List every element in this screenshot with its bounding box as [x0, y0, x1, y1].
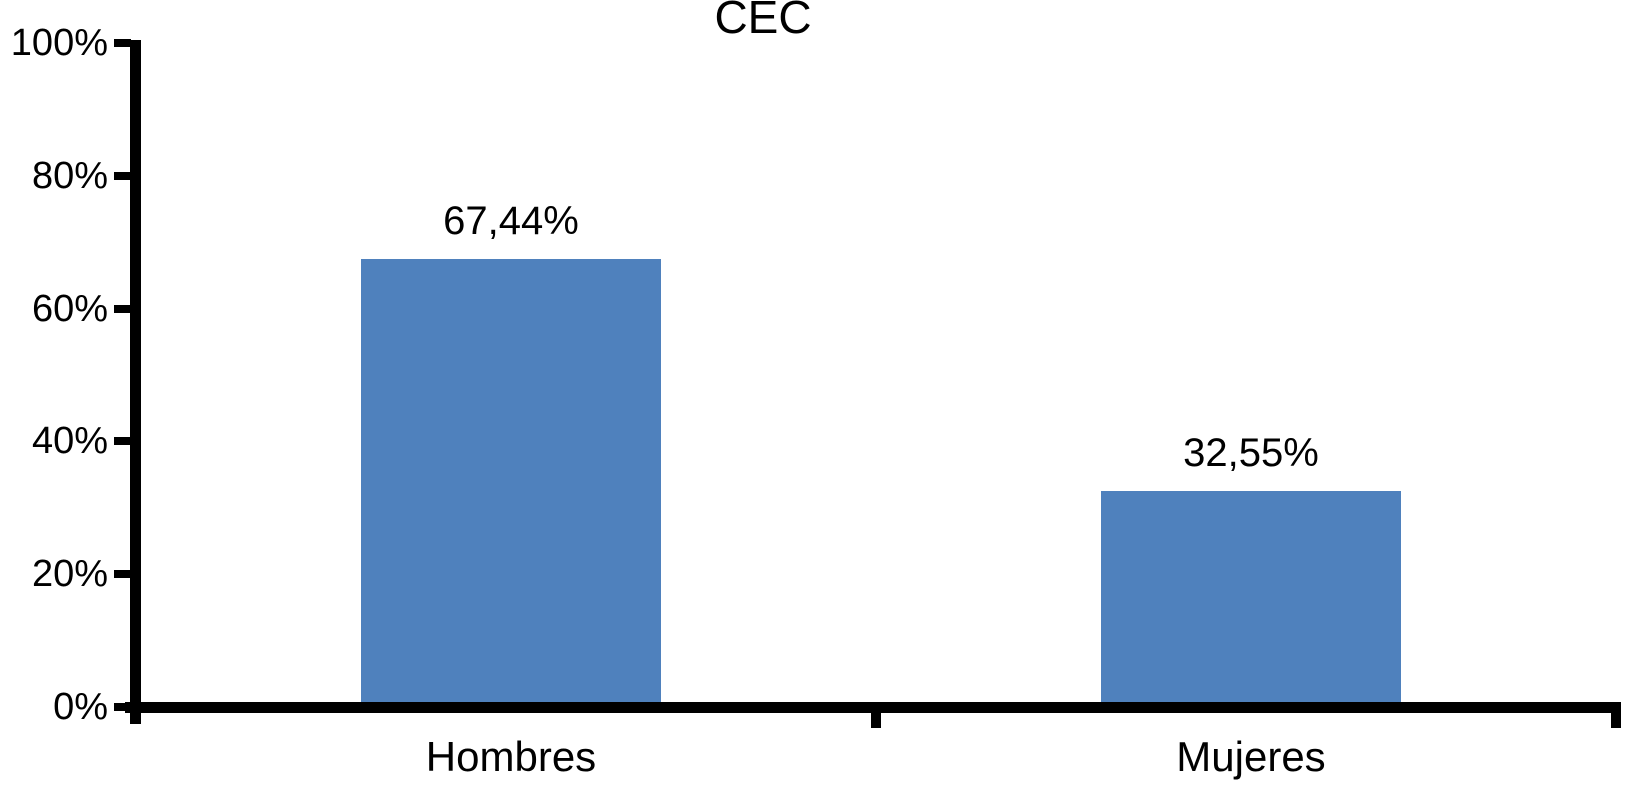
y-tick — [114, 437, 131, 446]
category-label-hombres: Hombres — [425, 733, 597, 780]
y-tick-label: 60% — [31, 287, 108, 330]
bar-mujeres — [1101, 490, 1401, 707]
y-tick — [114, 39, 131, 47]
x-axis — [125, 702, 1621, 713]
y-tick — [114, 171, 131, 180]
y-axis — [130, 40, 141, 724]
y-tick-label: 40% — [31, 420, 108, 463]
y-tick-label: 100% — [10, 22, 108, 64]
x-tick — [871, 713, 881, 728]
bar-hombres — [361, 259, 661, 707]
bar-value-label: 32,55% — [1183, 430, 1319, 475]
category-label-mujeres: Mujeres — [1176, 733, 1326, 780]
bar-value-label: 67,44% — [443, 199, 579, 244]
chart-title: CEC — [714, 0, 812, 43]
x-tick — [1611, 702, 1621, 728]
y-tick — [114, 304, 131, 313]
y-tick-label: 0% — [53, 686, 108, 728]
y-tick — [114, 703, 131, 711]
y-tick — [114, 570, 131, 579]
y-tick-label: 80% — [31, 154, 108, 197]
y-tick-label: 20% — [31, 553, 108, 596]
